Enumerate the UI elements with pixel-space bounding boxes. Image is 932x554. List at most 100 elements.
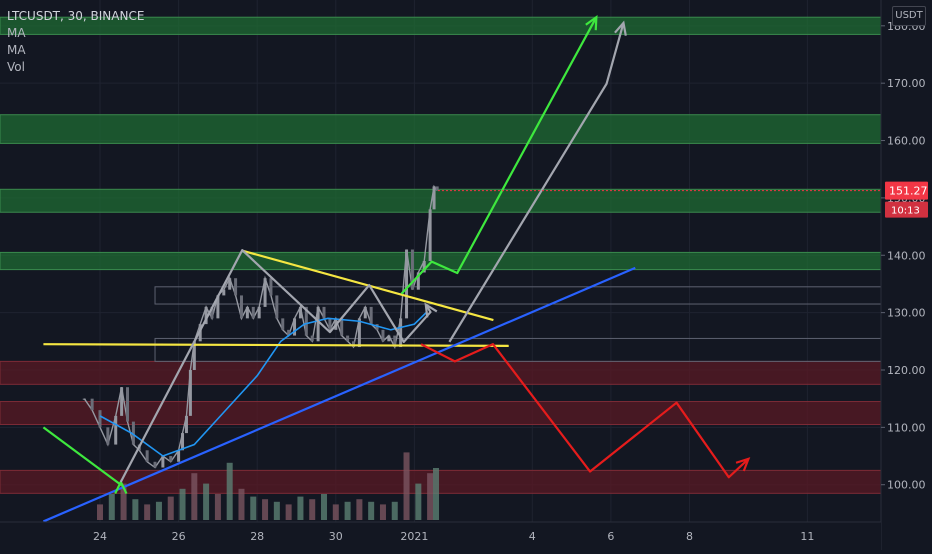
- candle: [251, 306, 255, 319]
- volume-bar: [97, 504, 103, 520]
- volume-bar: [297, 496, 304, 520]
- time-tick-label: 11: [800, 530, 814, 543]
- volume-bar: [321, 494, 328, 520]
- candle: [304, 306, 308, 336]
- drawings: [42, 14, 751, 523]
- candle: [281, 318, 285, 330]
- candle: [363, 306, 367, 319]
- candle: [126, 387, 130, 422]
- candle: [245, 306, 249, 319]
- candle: [269, 278, 273, 296]
- candle: [188, 369, 192, 416]
- candle: [90, 398, 94, 411]
- candle: [222, 289, 226, 296]
- price-tick-label: 160.00: [887, 135, 926, 148]
- price-tick-label: 100.00: [887, 479, 926, 492]
- countdown-label: 10:13: [891, 206, 920, 217]
- volume-bar: [379, 504, 386, 520]
- blue-trendline: [42, 266, 636, 523]
- candle: [293, 318, 297, 336]
- volume-bar: [368, 501, 375, 520]
- gray-projection: [448, 22, 625, 343]
- resistance-zone: [0, 469, 882, 494]
- time-tick-label: 24: [93, 530, 107, 543]
- volume-bars: [97, 452, 440, 520]
- candle: [184, 415, 188, 434]
- time-tick-label: 2021: [400, 530, 428, 543]
- volume-bar: [238, 488, 245, 520]
- candle: [177, 450, 181, 462]
- candle: [120, 387, 124, 416]
- candle: [328, 318, 332, 330]
- candle: [310, 335, 314, 342]
- volume-bar: [356, 499, 363, 520]
- indicator-vol[interactable]: Vol: [7, 60, 25, 74]
- green-arrowhead: [585, 14, 598, 31]
- candle: [161, 456, 165, 468]
- volume-bar: [250, 496, 257, 520]
- volume-bar: [309, 499, 316, 520]
- candle: [351, 341, 355, 348]
- resistance-zone: [0, 401, 882, 425]
- candle: [228, 278, 232, 290]
- price-tick-label: 140.00: [887, 249, 926, 262]
- candle: [369, 306, 373, 325]
- price-tick-label: 110.00: [887, 421, 926, 434]
- candle: [204, 306, 208, 325]
- gray-arrowhead: [424, 302, 438, 318]
- last-price-badge: [885, 181, 928, 200]
- candle: [114, 415, 118, 445]
- volume-bar: [273, 501, 280, 520]
- candle: [393, 335, 397, 348]
- volume-bar: [226, 462, 233, 520]
- gray-projection: [119, 249, 432, 483]
- volume-bar: [132, 499, 139, 520]
- candle: [399, 318, 403, 348]
- chart-legend: LTCUSDT, 30, BINANCE MA MA Vol: [7, 8, 144, 76]
- volume-bar: [179, 488, 186, 520]
- candle: [346, 335, 350, 342]
- candle: [181, 433, 185, 451]
- price-tick-label: 170.00: [887, 77, 926, 90]
- indicator-ma-2[interactable]: MA: [7, 43, 26, 57]
- price-line: [83, 184, 438, 469]
- support-zone: [0, 114, 882, 144]
- volume-bar: [403, 452, 410, 520]
- countdown-badge: [885, 201, 928, 218]
- red-projection: [420, 343, 750, 479]
- candle: [257, 306, 261, 319]
- volume-bar: [108, 494, 115, 520]
- volume-bar: [285, 504, 292, 520]
- volume-bar: [415, 483, 422, 520]
- time-axis-bg: [0, 522, 881, 550]
- volume-bar: [144, 504, 151, 520]
- volume-bar: [203, 483, 210, 520]
- volume-bar: [214, 494, 221, 520]
- candle: [357, 318, 361, 348]
- candle: [210, 306, 214, 319]
- candle: [432, 186, 436, 210]
- currency-button[interactable]: USDT: [892, 6, 926, 26]
- volume-bar: [427, 473, 434, 520]
- volume-bar: [191, 473, 198, 520]
- gray-arrowhead: [614, 20, 627, 36]
- candle: [239, 295, 243, 319]
- candle: [428, 209, 432, 261]
- volume-bar: [155, 501, 162, 520]
- candle: [422, 261, 426, 273]
- range-box: [154, 337, 882, 362]
- green-projection: [400, 16, 598, 295]
- time-tick-label: 30: [329, 530, 343, 543]
- candle: [216, 295, 220, 319]
- candle: [192, 341, 196, 370]
- symbol-title[interactable]: LTCUSDT, 30, BINANCE: [7, 9, 145, 23]
- support-zone: [0, 188, 882, 213]
- candle: [316, 306, 320, 342]
- time-tick-label: 8: [686, 530, 693, 543]
- indicator-ma-1[interactable]: MA: [7, 26, 26, 40]
- candle: [275, 295, 279, 319]
- candle: [405, 249, 409, 319]
- red-arrowhead: [735, 457, 751, 472]
